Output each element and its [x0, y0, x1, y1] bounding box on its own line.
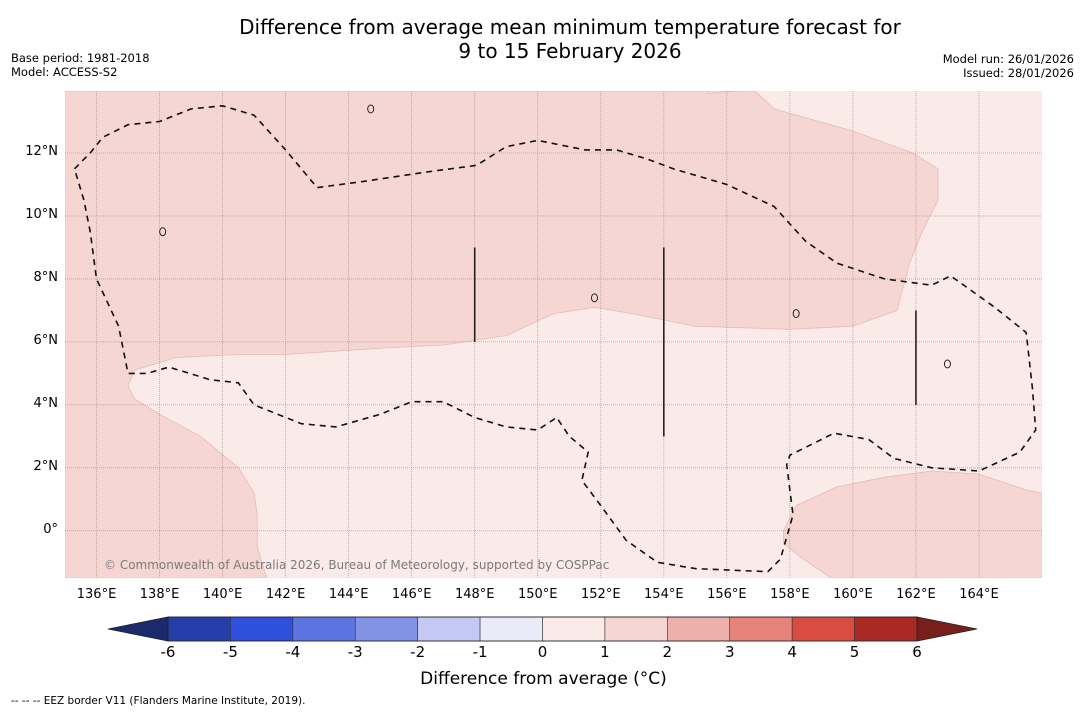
eez-border: [73, 104, 1037, 573]
island-pohnpei: [792, 309, 800, 319]
lon-tick-label: 146°E: [391, 587, 432, 602]
eez-footnote: -- -- -- EEZ border V11 (Flanders Marine…: [11, 695, 306, 707]
title-line-2: 9 to 15 February 2026: [458, 39, 682, 63]
lon-tick-label: 148°E: [454, 587, 495, 602]
meta-right: Model run: 26/01/2026 Issued: 28/01/2026: [943, 52, 1074, 80]
island-guam: [367, 104, 375, 114]
colorbar-tick: -3: [347, 643, 363, 661]
region-anomaly-1-to-2-southeast: [783, 470, 1042, 578]
region-anomaly-0-to-1-top-notch: [707, 91, 740, 94]
meta-left: Base period: 1981-2018 Model: ACCESS-S2: [11, 51, 150, 79]
lon-tick-label: 152°E: [581, 587, 621, 602]
lon-tick-label: 150°E: [517, 587, 558, 602]
colorbar-tick: 1: [600, 643, 610, 661]
map-layers: [46, 91, 1042, 578]
colorbar-tick: 2: [662, 643, 673, 661]
lat-tick-label: 6°N: [33, 332, 59, 348]
island-palau: [46, 555, 52, 563]
colorbar-tick: 4: [787, 643, 797, 661]
colorbar-label: Difference from average (°C): [420, 669, 667, 689]
lon-tick-label: 154°E: [644, 587, 684, 602]
colorbar-tick: -6: [160, 643, 176, 661]
chart-title: Difference from average mean minimum tem…: [0, 15, 1085, 63]
colorbar-tick: 5: [849, 643, 860, 661]
colorbar-tick: -5: [222, 643, 238, 661]
lat-tick-label: 4°N: [33, 395, 59, 411]
colorbar-tick: -1: [472, 643, 488, 661]
lat-tick-label: 8°N: [33, 269, 59, 285]
base-period: Base period: 1981-2018: [11, 51, 150, 65]
island-kosrae: [944, 359, 951, 369]
lat-tick-label: 10°N: [25, 206, 58, 222]
island-yap: [159, 227, 167, 237]
lon-tick-label: 144°E: [328, 587, 369, 602]
island-chuuk: [591, 293, 598, 303]
lon-tick-label: 138°E: [139, 587, 180, 602]
lon-tick-label: 158°E: [770, 587, 810, 602]
lat-tick-label: 2°N: [33, 458, 59, 474]
lat-tick-label: 12°N: [25, 144, 58, 160]
lat-tick-label: 0°: [43, 521, 58, 537]
issued-date: Issued: 28/01/2026: [963, 66, 1074, 80]
lon-tick-label: 136°E: [76, 587, 117, 602]
lon-tick-label: 142°E: [265, 587, 306, 602]
colorbar-tick: 0: [537, 643, 548, 661]
colorbar-tick: 6: [912, 643, 922, 661]
model-run: Model run: 26/01/2026: [942, 52, 1074, 66]
lon-tick-label: 160°E: [833, 587, 873, 602]
copyright-notice: © Commonwealth of Australia 2026, Bureau…: [104, 558, 610, 572]
model-name: Model: ACCESS-S2: [11, 65, 118, 79]
colorbar-tick: -4: [285, 643, 301, 661]
lon-tick-label: 140°E: [202, 587, 243, 602]
colorbar-tick: 3: [724, 643, 735, 661]
lon-tick-label: 162°E: [896, 587, 936, 602]
lon-tick-label: 164°E: [959, 587, 999, 602]
lon-tick-label: 156°E: [707, 587, 747, 602]
colorbar-tick: -2: [410, 643, 426, 661]
title-line-1: Difference from average mean minimum tem…: [239, 15, 901, 39]
